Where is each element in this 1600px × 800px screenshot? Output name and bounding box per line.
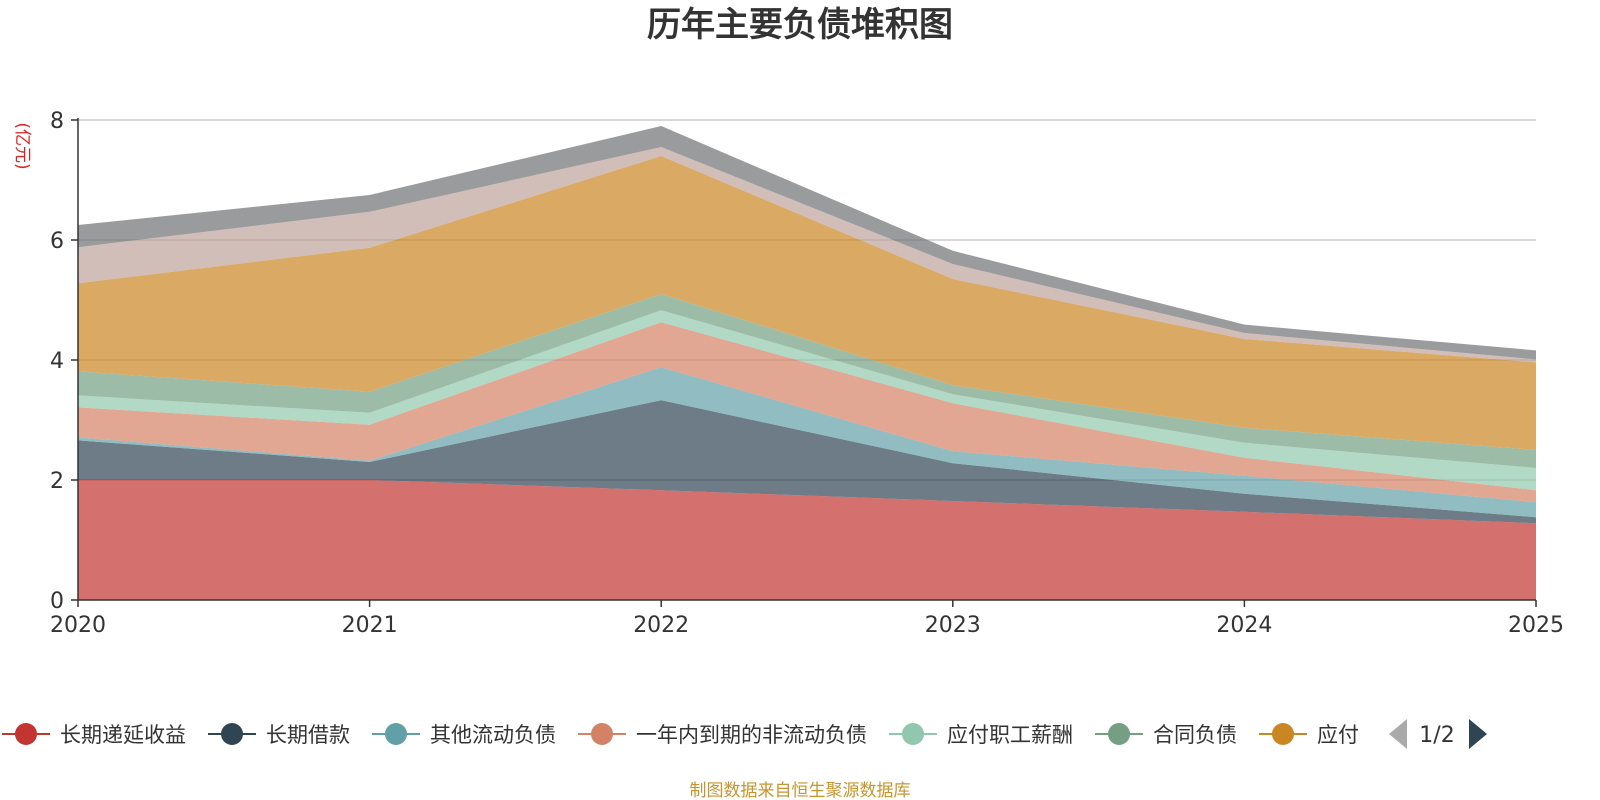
- legend-label: 长期借款: [266, 723, 350, 747]
- area-series-6: [78, 156, 1536, 450]
- legend-pager: 1/2: [1389, 719, 1487, 749]
- area-series-1: [78, 400, 1536, 524]
- legend-marker-dot: [1108, 723, 1130, 745]
- legend-item-4[interactable]: 应付职工薪酬: [889, 723, 1073, 747]
- legend-label: 应付职工薪酬: [947, 723, 1073, 747]
- legend-item-0[interactable]: 长期递延收益: [2, 723, 186, 747]
- legend-item-1[interactable]: 长期借款: [208, 723, 350, 747]
- area-series-2: [78, 367, 1536, 518]
- legend-label: 应付: [1317, 723, 1359, 747]
- legend-prev-page-icon[interactable]: [1389, 719, 1407, 749]
- legend-label: 一年内到期的非流动负债: [636, 723, 867, 747]
- legend-item-3[interactable]: 一年内到期的非流动负债: [578, 723, 867, 747]
- area-series-0: [78, 480, 1536, 600]
- y-tick-label: 2: [50, 469, 64, 494]
- legend-label: 其他流动负债: [430, 723, 556, 747]
- area-series-8: [78, 126, 1536, 360]
- legend-page-indicator: 1/2: [1419, 723, 1454, 748]
- x-tick-label: 2024: [1216, 613, 1272, 638]
- y-tick-label: 0: [50, 589, 64, 614]
- legend-marker-dot: [385, 723, 407, 745]
- area-series-4: [78, 310, 1536, 491]
- legend-marker-dot: [15, 723, 37, 745]
- legend-label: 长期递延收益: [60, 723, 186, 747]
- legend-next-page-icon[interactable]: [1469, 719, 1487, 749]
- legend-marker-dot: [1272, 723, 1294, 745]
- area-series: [78, 126, 1536, 600]
- legend-item-6[interactable]: 应付: [1259, 723, 1359, 747]
- legend-item-5[interactable]: 合同负债: [1095, 723, 1237, 747]
- axes: 0 2 4 6 8 2020 2021 2022 2023 2024 2025: [50, 109, 1564, 638]
- legend-item-2[interactable]: 其他流动负债: [372, 723, 556, 747]
- y-tick-label: 6: [50, 229, 64, 254]
- x-tick-label: 2021: [342, 613, 398, 638]
- area-series-3: [78, 322, 1536, 503]
- data-source-note: 制图数据来自恒生聚源数据库: [690, 781, 911, 800]
- legend: 长期递延收益 长期借款 其他流动负债 一年内到期的非流动负债 应付职工薪酬 合同负债 应付: [2, 723, 1359, 747]
- y-tick-label: 4: [50, 349, 64, 374]
- chart-title: 历年主要负债堆积图: [647, 5, 953, 45]
- legend-marker-dot: [221, 723, 243, 745]
- x-tick-label: 2025: [1508, 613, 1564, 638]
- legend-label: 合同负债: [1153, 723, 1237, 747]
- x-tick-label: 2022: [633, 613, 689, 638]
- x-tick-label: 2020: [50, 613, 106, 638]
- legend-marker-dot: [902, 723, 924, 745]
- area-series-5: [78, 294, 1536, 468]
- y-axis-unit-label: (亿元): [12, 122, 32, 169]
- y-tick-label: 8: [50, 109, 64, 134]
- area-series-7: [78, 147, 1536, 363]
- x-tick-label: 2023: [925, 613, 981, 638]
- legend-marker-dot: [591, 723, 613, 745]
